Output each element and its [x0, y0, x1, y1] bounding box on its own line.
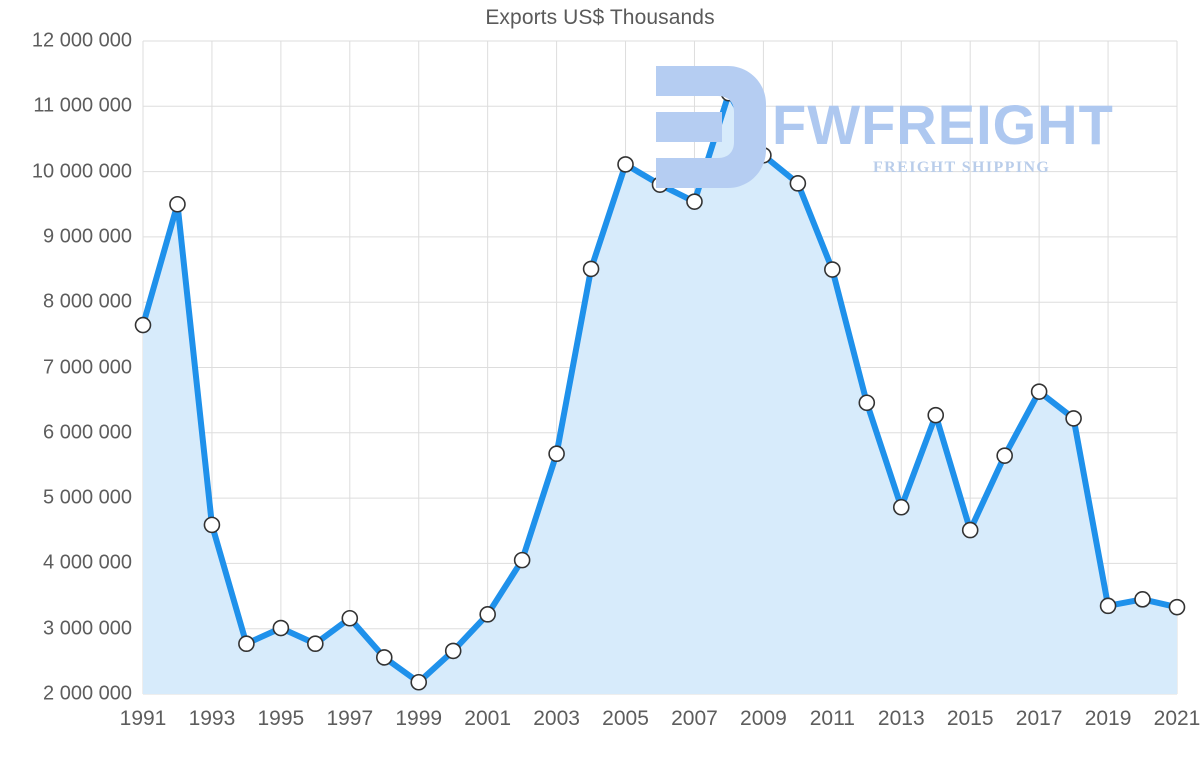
x-axis-tick-label: 2021 [1153, 707, 1200, 730]
data-point-marker[interactable]: 2008: 11200000 [720, 84, 738, 102]
y-axis-tick-label: 2 000 000 [43, 682, 132, 705]
data-point-marker[interactable]: 1999: 2180000 [410, 673, 428, 691]
x-axis-tick-label: 2003 [533, 707, 580, 730]
data-point-marker[interactable]: 1992: 9500000 [169, 195, 186, 213]
data-point-marker[interactable]: 2001: 3220000 [479, 606, 496, 623]
x-axis-tick-label: 2019 [1084, 707, 1132, 730]
x-axis-tick-label: 1991 [119, 707, 167, 730]
data-point-marker[interactable]: 2018: 6220000 [1065, 410, 1082, 427]
y-axis-tick-label: 9 000 000 [43, 225, 132, 248]
data-point-marker[interactable]: 2009: 10250000 [755, 146, 772, 164]
data-point-marker[interactable]: 1998: 2560000 [375, 649, 393, 666]
y-axis-tick-label: 7 000 000 [43, 356, 132, 378]
data-point-marker[interactable]: 2013: 4860000 [892, 498, 910, 516]
data-point-marker[interactable]: 2006: 9800000 [651, 176, 669, 193]
data-point-marker[interactable]: 2003: 5680000 [548, 445, 565, 463]
data-point-marker[interactable]: 1991: 7650000 [134, 316, 152, 334]
y-axis-tick-label: 8 000 000 [43, 290, 132, 313]
x-axis-tick-label: 2007 [671, 707, 718, 730]
x-axis-tick-label: 1997 [326, 707, 374, 730]
data-point-marker[interactable]: 1994: 2770000 [238, 635, 255, 653]
x-axis-tick-label: 1995 [257, 707, 305, 730]
data-point-marker[interactable]: 1995: 3010000 [272, 619, 290, 637]
y-axis-tick-label: 5 000 000 [43, 486, 132, 509]
x-axis-tick-label: 2005 [602, 707, 649, 730]
data-point-marker[interactable]: 2020: 3450000 [1134, 591, 1151, 608]
data-point-marker[interactable]: 2019: 3350000 [1099, 597, 1117, 615]
data-point-marker[interactable]: 2005: 10110000 [617, 156, 634, 173]
data-point-marker[interactable]: 2007: 9540000 [686, 193, 703, 210]
x-axis-tick-label: 1999 [395, 707, 443, 730]
y-axis-tick-label: 12 000 000 [31, 29, 132, 52]
x-axis-tick-label: 2001 [464, 707, 512, 730]
data-point-marker[interactable]: 1997: 3160000 [341, 609, 359, 627]
y-axis-tick-label: 11 000 000 [33, 94, 132, 117]
x-axis-tick-label: 2009 [740, 707, 787, 730]
y-axis-tick-label: 10 000 000 [31, 160, 132, 183]
y-axis-tick-label: 4 000 000 [43, 551, 132, 574]
y-axis-tick-label: 6 000 000 [43, 421, 132, 444]
data-point-marker[interactable]: 2017: 6630000 [1030, 383, 1048, 400]
x-axis-tick-label: 2011 [809, 707, 855, 730]
area-fill [143, 93, 1177, 695]
data-point-marker[interactable]: 2012: 6460000 [858, 394, 876, 412]
data-point-marker[interactable]: 2011: 8500000 [824, 261, 841, 278]
data-point-marker[interactable]: 2015: 4510000 [961, 521, 979, 539]
data-point-marker[interactable]: 1993: 4590000 [203, 516, 221, 534]
y-axis-tick-label: 3 000 000 [43, 617, 132, 640]
data-point-marker[interactable]: 2016: 5650000 [996, 447, 1013, 464]
data-point-markers: 1991: 7650000 1992: 9500000 1993: 4590000 1… [134, 84, 1186, 691]
data-point-marker[interactable]: 1996: 2770000 [307, 635, 324, 653]
x-axis-tick-label: 2015 [946, 707, 994, 730]
data-point-marker[interactable]: 2014: 6270000 [927, 406, 945, 424]
x-axis-tick-label: 1993 [188, 707, 236, 730]
data-point-marker[interactable]: 2004: 8510000 [582, 260, 600, 278]
x-axis-tick-label: 2013 [877, 707, 925, 730]
chart-title: Exports US$ Thousands [485, 6, 715, 29]
x-axis-tick-label: 2017 [1015, 707, 1063, 730]
data-point-marker[interactable]: 2002: 4050000 [513, 551, 531, 569]
data-point-marker[interactable]: 2010: 9820000 [789, 175, 807, 192]
data-point-marker[interactable]: 2021: 3330000 [1168, 598, 1186, 616]
